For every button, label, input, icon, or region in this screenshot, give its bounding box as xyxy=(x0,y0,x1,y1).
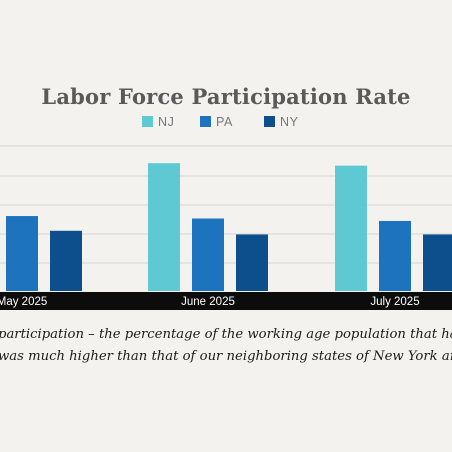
x-axis-band xyxy=(0,292,452,310)
bar-ny-2 xyxy=(236,234,268,291)
caption-line: participation – the percentage of the wo… xyxy=(0,327,452,342)
legend-label-nj: NJ xyxy=(158,115,174,129)
bar-nj-2 xyxy=(148,163,180,291)
bar-pa-3 xyxy=(379,220,411,291)
legend-swatch-ny xyxy=(264,116,275,127)
legend-label-ny: NY xyxy=(280,115,299,129)
legend-swatch-pa xyxy=(200,116,211,127)
caption-line: was much higher than that of our neighbo… xyxy=(0,349,452,364)
x-tick-label: July 2025 xyxy=(370,296,419,308)
bar-pa-1 xyxy=(6,216,38,291)
bar-nj-3 xyxy=(335,165,367,291)
bars xyxy=(6,163,452,291)
bar-pa-2 xyxy=(192,218,224,291)
x-tick-label: June 2025 xyxy=(181,296,235,308)
legend-label-pa: PA xyxy=(216,115,233,129)
chart-caption: participation – the percentage of the wo… xyxy=(0,324,452,368)
legend: NJ PA NY xyxy=(142,115,299,129)
bar-ny-1 xyxy=(50,230,82,291)
bar-ny-3 xyxy=(423,234,452,291)
chart-canvas: NJ PA NY May 2025 June 2025 July 2025 xyxy=(0,115,452,310)
legend-swatch-nj xyxy=(142,116,153,127)
x-tick-label: May 2025 xyxy=(0,296,47,308)
chart-title: Labor Force Participation Rate xyxy=(41,84,411,109)
x-axis: May 2025 June 2025 July 2025 xyxy=(0,292,452,310)
